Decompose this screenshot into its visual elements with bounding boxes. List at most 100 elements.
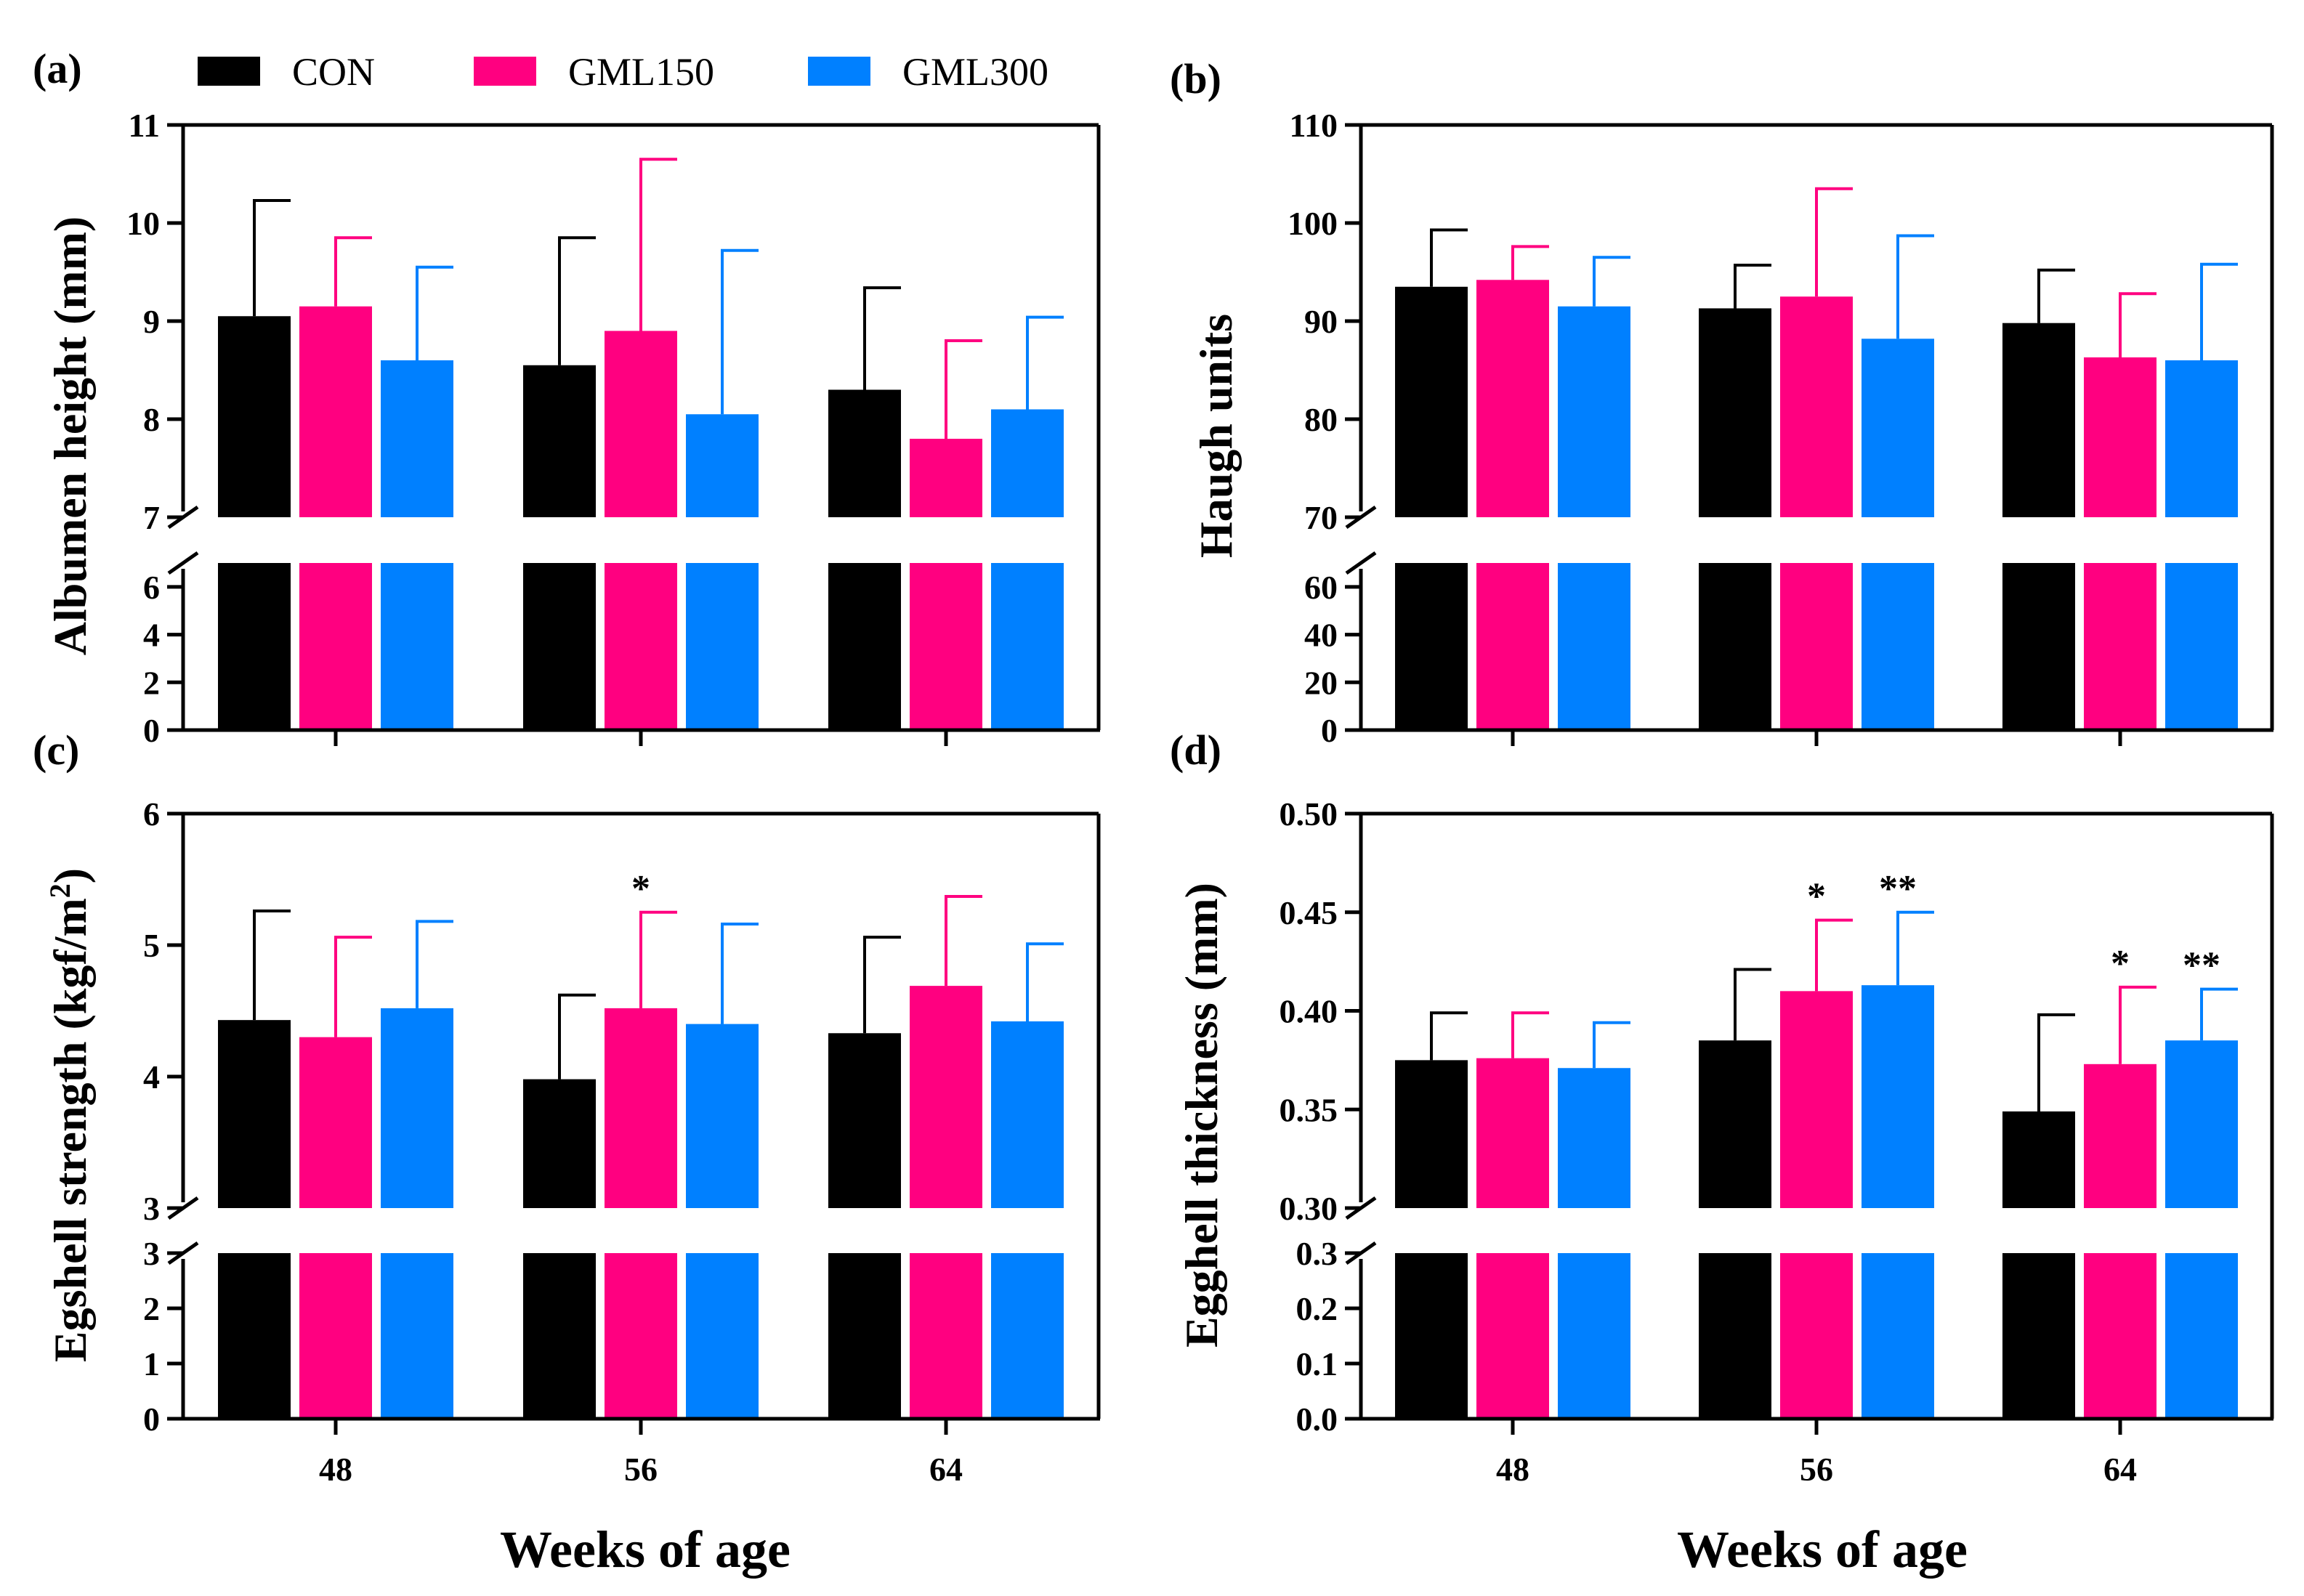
bar-upper-gml150-64 xyxy=(2084,357,2157,517)
bar-upper-gml300-56 xyxy=(686,414,759,517)
y-tick-label: 6 xyxy=(143,795,160,833)
y-tick-label: 4 xyxy=(143,1058,160,1095)
legend-swatch-con xyxy=(198,57,260,86)
bar-lower-con-64 xyxy=(2002,563,2075,730)
y-tick-label: 10 xyxy=(126,205,160,242)
bar-lower-con-64 xyxy=(2002,1253,2075,1419)
bar-lower-con-48 xyxy=(1395,563,1468,730)
y-tick-label: 0.50 xyxy=(1280,795,1338,833)
y-tick-label: 2 xyxy=(143,664,160,701)
panel-letter-c: (c) xyxy=(33,726,79,774)
bar-upper-gml300-48 xyxy=(1558,306,1630,517)
y-tick-label: 60 xyxy=(1304,569,1338,606)
bar-lower-con-56 xyxy=(1699,1253,1771,1419)
y-tick-label: 11 xyxy=(129,107,160,144)
bar-upper-gml150-56 xyxy=(605,1008,677,1208)
bar-upper-con-48 xyxy=(1395,286,1468,517)
bar-upper-gml300-64 xyxy=(2165,360,2238,517)
legend-label-gml150: GML150 xyxy=(568,50,714,94)
y-tick-label: 7 xyxy=(143,499,160,536)
y-tick-label: 110 xyxy=(1290,107,1338,144)
bar-upper-con-64 xyxy=(2002,323,2075,517)
axis-break-mark-lower xyxy=(167,551,199,575)
y-tick-label: 0.45 xyxy=(1280,894,1338,931)
bar-lower-gml300-48 xyxy=(381,1253,453,1419)
bar-lower-gml150-56 xyxy=(605,1253,677,1419)
bar-lower-gml150-64 xyxy=(910,1253,982,1419)
bar-upper-con-56 xyxy=(1699,1040,1771,1208)
bar-lower-gml300-64 xyxy=(991,563,1064,730)
bar-upper-gml300-48 xyxy=(381,360,453,517)
bar-lower-con-64 xyxy=(828,563,901,730)
bar-upper-gml150-64 xyxy=(910,986,982,1208)
bar-upper-con-64 xyxy=(828,1033,901,1208)
bar-lower-con-48 xyxy=(218,563,291,730)
ylabel-albumen-height: Albumen height (mm) xyxy=(44,216,96,655)
panel-a-albumen-height: 7 8 9 10 11 0 2 4 6 xyxy=(126,107,1101,749)
bar-lower-gml300-48 xyxy=(381,563,453,730)
y-tick-label: 0.1 xyxy=(1296,1345,1338,1382)
ylabel-eggshell-strength-sup: 2 xyxy=(44,883,76,898)
bar-upper-gml150-48 xyxy=(299,306,372,517)
y-tick-label: 100 xyxy=(1288,205,1338,242)
xlabel-left: Weeks of age xyxy=(500,1520,791,1579)
x-tick-label: 56 xyxy=(624,1451,658,1488)
bar-lower-gml300-56 xyxy=(686,1253,759,1419)
y-tick-label: 0.40 xyxy=(1280,993,1338,1030)
bar-upper-gml300-64 xyxy=(991,1021,1064,1208)
bar-upper-gml150-64 xyxy=(910,439,982,517)
bar-upper-gml150-56 xyxy=(1780,296,1853,517)
bar-upper-gml150-48 xyxy=(299,1037,372,1208)
bar-upper-gml300-56 xyxy=(686,1024,759,1208)
y-tick-label: 0.3 xyxy=(1296,1235,1338,1272)
y-tick-label: 0 xyxy=(143,1401,160,1438)
legend-swatch-gml300 xyxy=(808,57,870,86)
bar-lower-gml300-56 xyxy=(1862,563,1934,730)
y-tick-label: 0.30 xyxy=(1280,1190,1338,1227)
y-tick-label: 5 xyxy=(143,927,160,964)
bar-lower-con-56 xyxy=(523,563,596,730)
y-tick-label: 20 xyxy=(1304,664,1338,701)
bar-upper-con-56 xyxy=(523,1079,596,1208)
bar-upper-gml300-64 xyxy=(2165,1040,2238,1208)
bar-lower-gml150-56 xyxy=(1780,1253,1853,1419)
bar-lower-gml150-56 xyxy=(605,563,677,730)
ylabel-haugh-units: Haugh units xyxy=(1190,314,1242,558)
bar-lower-gml150-64 xyxy=(910,563,982,730)
legend-label-gml300: GML300 xyxy=(902,50,1048,94)
bar-lower-gml300-64 xyxy=(2165,563,2238,730)
legend-label-con: CON xyxy=(292,50,375,94)
ylabel-eggshell-strength-close: ) xyxy=(44,868,96,883)
bar-upper-con-48 xyxy=(1395,1060,1468,1208)
bar-upper-con-48 xyxy=(218,1020,291,1208)
bar-upper-con-48 xyxy=(218,316,291,517)
x-tick-label: 48 xyxy=(1496,1451,1529,1488)
y-tick-label: 8 xyxy=(143,401,160,438)
axis-break-mark-lower xyxy=(1345,551,1377,575)
bar-lower-gml300-64 xyxy=(991,1253,1064,1419)
bar-upper-gml150-64 xyxy=(2084,1064,2157,1208)
panel-b-haugh-units: 70 80 90 100 110 0 20 40 60 xyxy=(1288,107,2274,749)
bar-lower-gml150-48 xyxy=(1476,563,1549,730)
x-tick-label: 64 xyxy=(929,1451,963,1488)
bar-lower-con-48 xyxy=(218,1253,291,1419)
bar-upper-gml300-48 xyxy=(381,1008,453,1208)
y-tick-label: 0 xyxy=(143,712,160,749)
panel-letter-a: (a) xyxy=(33,45,82,92)
bar-upper-gml300-56 xyxy=(1862,985,1934,1208)
bar-lower-gml150-56 xyxy=(1780,563,1853,730)
bar-upper-gml150-48 xyxy=(1476,280,1549,517)
bar-upper-gml150-56 xyxy=(605,331,677,517)
significance-marker: ** xyxy=(2183,945,2220,987)
bar-lower-gml300-56 xyxy=(1862,1253,1934,1419)
y-tick-label: 40 xyxy=(1304,617,1338,654)
panel-letter-b: (b) xyxy=(1170,55,1221,102)
bar-lower-con-64 xyxy=(828,1253,901,1419)
ylabel-eggshell-thickness: Egghell thickness (mm) xyxy=(1176,883,1227,1348)
ylabel-eggshell-strength-text: Egshell strength (kgf/m xyxy=(44,898,96,1362)
ylabel-eggshell-strength: Egshell strength (kgf/m2) xyxy=(44,868,97,1362)
y-tick-label: 4 xyxy=(143,617,160,654)
bar-upper-gml300-64 xyxy=(991,409,1064,517)
y-tick-label: 6 xyxy=(143,569,160,606)
